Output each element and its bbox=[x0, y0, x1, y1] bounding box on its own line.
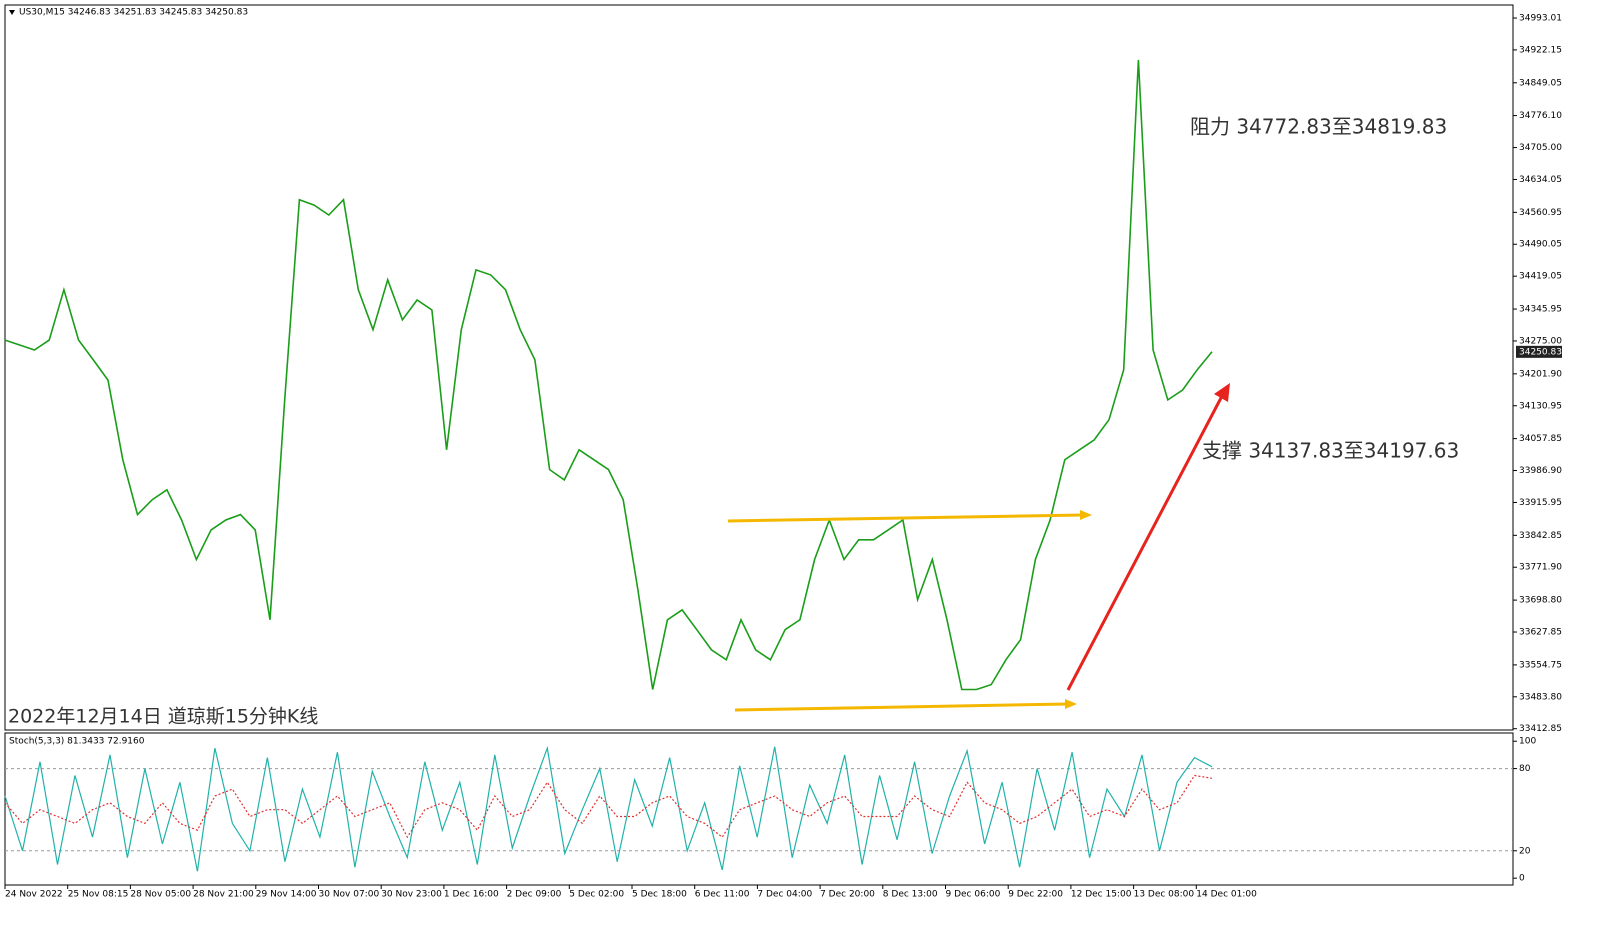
price-frame bbox=[4, 4, 1514, 731]
chart-title: 2022年12月14日 道琼斯15分钟K线 bbox=[8, 706, 318, 728]
y-tick-label: 33627.85 bbox=[1519, 628, 1562, 638]
x-tick-label: 25 Nov 08:15 bbox=[68, 890, 129, 900]
y-tick-label: 34201.90 bbox=[1519, 369, 1562, 379]
y-tick-label: 34705.00 bbox=[1519, 143, 1562, 153]
x-tick-label: 30 Nov 07:00 bbox=[319, 890, 380, 900]
series-line bbox=[4, 745, 1213, 872]
y-tick-label: 34130.95 bbox=[1519, 401, 1562, 411]
y-tick-label: 33698.80 bbox=[1519, 596, 1562, 606]
y-tick-label: 33483.80 bbox=[1519, 692, 1562, 702]
drawings bbox=[727, 383, 1230, 712]
y-tick-label: 34993.01 bbox=[1519, 14, 1562, 24]
x-tick-label: 14 Dec 01:00 bbox=[1196, 890, 1257, 900]
y-tick-label: 34419.05 bbox=[1519, 272, 1562, 282]
y-tick-label: 33412.85 bbox=[1519, 724, 1562, 734]
y-tick-label: 34922.15 bbox=[1519, 45, 1562, 55]
y-tick-label: 33915.95 bbox=[1519, 498, 1562, 508]
x-tick-label: 9 Dec 22:00 bbox=[1008, 890, 1063, 900]
y-tick-label: 20 bbox=[1519, 846, 1531, 856]
y-tick-label: 33554.75 bbox=[1519, 660, 1562, 670]
y-tick-label: 34560.95 bbox=[1519, 208, 1562, 218]
x-tick-label: 5 Dec 02:00 bbox=[569, 890, 624, 900]
x-tick-label: 28 Nov 05:00 bbox=[130, 890, 191, 900]
y-tick-label: 34275.00 bbox=[1519, 336, 1562, 346]
y-tick-label: 33771.90 bbox=[1519, 563, 1562, 573]
x-tick-label: 13 Dec 08:00 bbox=[1134, 890, 1195, 900]
y-tick-label: 34849.05 bbox=[1519, 78, 1562, 88]
x-tick-label: 12 Dec 15:00 bbox=[1071, 890, 1132, 900]
y-tick-label: 0 bbox=[1519, 874, 1525, 884]
arrow-head bbox=[1065, 699, 1077, 709]
y-tick-label: 100 bbox=[1519, 737, 1536, 747]
x-tick-label: 28 Nov 21:00 bbox=[193, 890, 254, 900]
stoch-header: Stoch(5,3,3) 81.3433 72.9160 bbox=[9, 737, 145, 747]
plot: 34993.01 34922.15 34849.05 34776.10 34705.00… bbox=[4, 14, 1562, 900]
arrow-head bbox=[1080, 510, 1092, 520]
x-tick-label: 7 Dec 20:00 bbox=[820, 890, 875, 900]
lower-channel bbox=[734, 702, 1069, 712]
x-tick-label: 8 Dec 13:00 bbox=[883, 890, 938, 900]
last-price: 34250.83 bbox=[1519, 347, 1562, 357]
symbol-header: US30,M15 34246.83 34251.83 34245.83 3425… bbox=[19, 8, 248, 18]
x-tick-label: 1 Dec 16:00 bbox=[444, 890, 499, 900]
x-tick-label: 6 Dec 11:00 bbox=[695, 890, 750, 900]
x-tick-label: 24 Nov 2022 bbox=[5, 890, 63, 900]
x-tick-label: 9 Dec 06:00 bbox=[946, 890, 1001, 900]
y-tick-label: 34490.05 bbox=[1519, 240, 1562, 250]
menu-triangle bbox=[9, 10, 15, 15]
x-tick-label: 29 Nov 14:00 bbox=[256, 890, 317, 900]
arrow-head bbox=[1214, 383, 1230, 402]
trend-arrow bbox=[1066, 395, 1224, 691]
resistance-note: 阻力 34772.83至34819.83 bbox=[1190, 115, 1447, 139]
y-tick-label: 33986.90 bbox=[1519, 466, 1562, 476]
y-tick-label: 33842.85 bbox=[1519, 531, 1562, 541]
x-tick-label: 30 Nov 23:00 bbox=[381, 890, 442, 900]
y-tick-label: 34057.85 bbox=[1519, 434, 1562, 444]
x-tick-label: 5 Dec 18:00 bbox=[632, 890, 687, 900]
price-box bbox=[1516, 345, 1562, 358]
y-tick-label: 34634.05 bbox=[1519, 175, 1562, 185]
x-tick-label: 7 Dec 04:00 bbox=[757, 890, 812, 900]
y-tick-label: 34345.95 bbox=[1519, 305, 1562, 315]
series-line bbox=[4, 774, 1213, 839]
y-tick-label: 80 bbox=[1519, 764, 1531, 774]
upper-channel bbox=[727, 513, 1084, 523]
x-tick-label: 2 Dec 09:00 bbox=[507, 890, 562, 900]
series-line bbox=[4, 59, 1213, 691]
y-tick-label: 34776.10 bbox=[1519, 111, 1562, 121]
stoch-frame bbox=[4, 732, 1514, 886]
support-note: 支撑 34137.83至34197.63 bbox=[1202, 439, 1459, 463]
